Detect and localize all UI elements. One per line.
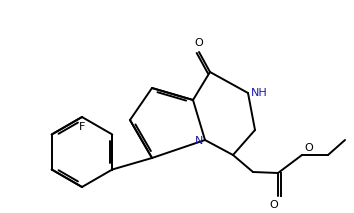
Text: NH: NH	[251, 88, 268, 98]
Text: O: O	[270, 200, 278, 210]
Text: O: O	[195, 38, 204, 48]
Text: F: F	[79, 122, 85, 132]
Text: O: O	[304, 143, 313, 153]
Text: N: N	[195, 136, 203, 146]
